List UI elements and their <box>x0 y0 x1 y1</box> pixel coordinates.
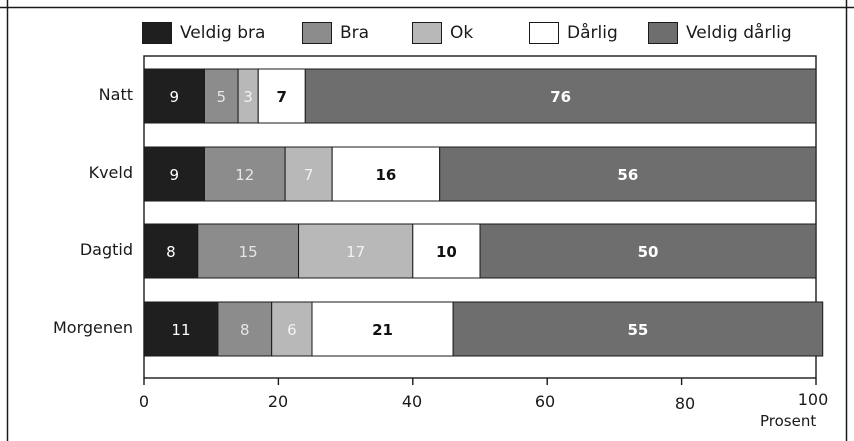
bar-segment-dagtid-darlig <box>412 223 481 279</box>
chart-legend: Veldig bra Bra Ok Dårlig Veldig dårlig <box>0 20 854 48</box>
data-label-natt-darlig: 7 <box>277 88 287 106</box>
bar-segment-natt-veldig-bra <box>143 68 205 124</box>
legend-swatch-ok <box>412 22 442 44</box>
legend-item-ok: Ok <box>412 20 473 46</box>
data-label-dagtid-veldig-darlig: 50 <box>638 243 659 261</box>
data-label-natt-veldig-bra: 9 <box>169 88 179 106</box>
bar-segment-dagtid-veldig-bra <box>143 223 199 279</box>
data-label-kveld-bra: 12 <box>235 166 254 184</box>
category-label-natt: Natt <box>98 85 133 104</box>
legend-swatch-darlig <box>529 22 559 44</box>
bar-segment-natt-veldig-darlig <box>304 68 817 124</box>
bar-segment-dagtid-bra <box>197 223 300 279</box>
category-label-morgenen: Morgenen <box>52 318 133 337</box>
bar-segment-kveld-ok <box>284 146 333 202</box>
category-label-kveld: Kveld <box>88 163 133 182</box>
data-label-dagtid-darlig: 10 <box>436 243 457 261</box>
data-label-morgenen-darlig: 21 <box>372 321 393 339</box>
bar-segment-kveld-veldig-darlig <box>439 146 817 202</box>
x-tick-label-100: 100 <box>797 390 829 409</box>
data-label-morgenen-ok: 6 <box>287 321 297 339</box>
data-label-natt-ok: 3 <box>243 88 253 106</box>
data-label-dagtid-ok: 17 <box>346 243 365 261</box>
legend-swatch-bra <box>302 22 332 44</box>
data-label-morgenen-veldig-bra: 11 <box>171 321 190 339</box>
bar-segment-kveld-darlig <box>331 146 441 202</box>
bar-segment-morgenen-veldig-darlig <box>452 301 824 357</box>
bar-segment-dagtid-veldig-darlig <box>479 223 817 279</box>
x-tick-label-0: 0 <box>138 392 150 411</box>
category-label-dagtid: Dagtid <box>79 240 133 259</box>
legend-label-veldig-darlig: Veldig dårlig <box>686 23 792 43</box>
x-tick-label-80: 80 <box>674 394 696 413</box>
bar-segment-kveld-veldig-bra <box>143 146 205 202</box>
data-label-kveld-darlig: 16 <box>375 166 396 184</box>
bar-segment-kveld-bra <box>203 146 286 202</box>
x-tick-label-20: 20 <box>267 392 289 411</box>
legend-item-bra: Bra <box>302 20 369 46</box>
legend-label-darlig: Dårlig <box>567 23 618 43</box>
bar-segment-morgenen-ok <box>271 301 313 357</box>
legend-item-veldig-bra: Veldig bra <box>142 20 265 46</box>
data-label-kveld-ok: 7 <box>304 166 314 184</box>
data-label-natt-bra: 5 <box>217 88 227 106</box>
data-label-dagtid-bra: 15 <box>239 243 258 261</box>
bar-segment-dagtid-ok <box>298 223 414 279</box>
data-label-kveld-veldig-darlig: 56 <box>617 166 638 184</box>
data-label-kveld-veldig-bra: 9 <box>169 166 179 184</box>
data-label-dagtid-veldig-bra: 8 <box>166 243 176 261</box>
x-axis-unit-label: Prosent <box>760 412 817 430</box>
x-tick-label-60: 60 <box>534 392 556 411</box>
x-tick-label-40: 40 <box>401 392 423 411</box>
bar-segment-natt-bra <box>203 68 239 124</box>
legend-label-bra: Bra <box>340 23 370 43</box>
legend-swatch-veldig-darlig <box>648 22 678 44</box>
legend-label-ok: Ok <box>450 23 474 43</box>
legend-item-veldig-darlig: Veldig dårlig <box>648 20 792 46</box>
legend-item-darlig: Dårlig <box>529 20 618 46</box>
legend-swatch-veldig-bra <box>142 22 172 44</box>
data-label-morgenen-bra: 8 <box>240 321 250 339</box>
bar-segment-morgenen-veldig-bra <box>143 301 219 357</box>
legend-label-veldig-bra: Veldig bra <box>180 23 266 43</box>
data-label-natt-veldig-darlig: 76 <box>550 88 571 106</box>
data-label-morgenen-veldig-darlig: 55 <box>627 321 648 339</box>
bar-segment-morgenen-bra <box>217 301 273 357</box>
